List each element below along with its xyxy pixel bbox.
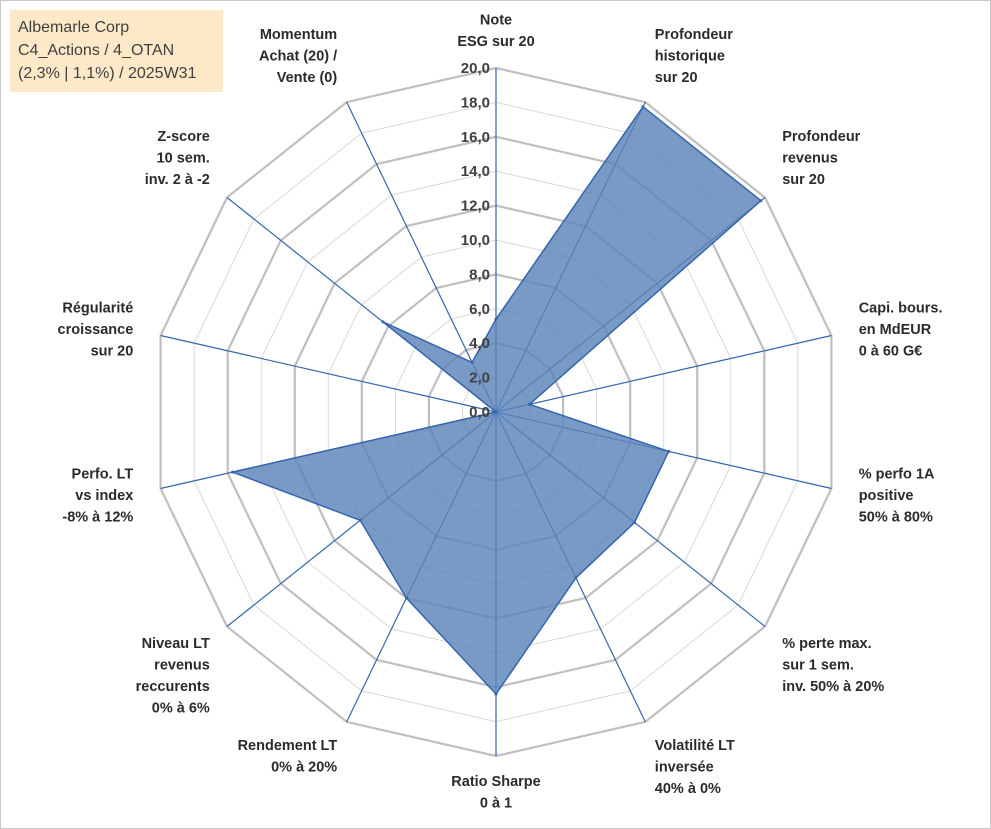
title-stats: (2,3% | 1,1%) / 2025W31 xyxy=(18,65,197,82)
title-company: Albemarle Corp xyxy=(18,19,130,36)
tick-label: 4,0 xyxy=(469,335,490,352)
series-point xyxy=(231,470,235,474)
radar-axis-labels: Note ESG sur 20 Profondeur historique sur 20… xyxy=(58,13,943,812)
series-point xyxy=(528,402,531,406)
tick-label: 18,0 xyxy=(461,94,490,111)
axis-label-line: vs index xyxy=(75,488,133,504)
axis-label-line: 0 à 1 xyxy=(480,796,512,812)
axis-label-line: inversée xyxy=(655,759,714,775)
axis-label-line: en MdEUR xyxy=(859,322,932,338)
axis-label-line: historique xyxy=(655,49,725,65)
axis-label: Note ESG sur 20 xyxy=(457,13,534,51)
series-point xyxy=(494,317,498,321)
axis-label: Capi. bours. en MdEUR 0 à 60 G€ xyxy=(859,301,943,360)
axis-label-line: positive xyxy=(859,488,914,504)
axis-label-line: Note xyxy=(480,13,512,29)
axis-label: Volatilité LT inversée 40% à 0% xyxy=(655,738,735,797)
axis-label-line: sur 1 sem. xyxy=(782,658,854,674)
radar-series xyxy=(230,105,763,696)
axis-label: Perfo. LT vs index -8% à 12% xyxy=(62,466,133,525)
axis-label: Régularité croissance sur 20 xyxy=(58,301,134,360)
axis-label-line: sur 20 xyxy=(91,344,134,360)
chart-title-box: Albemarle Corp C4_Actions / 4_OTAN (2,3%… xyxy=(10,10,223,92)
axis-spoke xyxy=(346,101,497,413)
tick-label: 2,0 xyxy=(469,370,490,387)
axis-label-line: % perfo 1A xyxy=(859,466,935,482)
axis-spoke xyxy=(160,334,497,413)
axis-label: Profondeur historique sur 20 xyxy=(655,27,733,86)
axis-label: Z-score 10 sem. inv. 2 à -2 xyxy=(145,129,210,188)
axis-label: Niveau LT revenus reccurents 0% à 6% xyxy=(136,636,210,717)
axis-label-line: Régularité xyxy=(62,301,133,317)
series-point xyxy=(641,105,645,109)
series-point xyxy=(667,449,671,453)
series-point xyxy=(404,596,408,600)
axis-label-line: 0% à 20% xyxy=(271,759,337,775)
title-category: C4_Actions / 4_OTAN xyxy=(18,42,175,59)
axis-label-line: sur 20 xyxy=(655,70,698,86)
tick-label: 20,0 xyxy=(461,60,490,77)
axis-label: Momentum Achat (20) / Vente (0) xyxy=(259,27,337,86)
series-point xyxy=(633,521,636,524)
series-point xyxy=(759,199,763,203)
axis-label-line: 10 sem. xyxy=(157,150,210,166)
series-point xyxy=(381,320,385,324)
tick-label: 8,0 xyxy=(469,266,490,283)
series-point xyxy=(470,360,474,364)
axis-label-line: Rendement LT xyxy=(238,738,338,754)
radar-tick-labels: 0,0 2,0 4,0 6,0 8,0 10,0 12,0 14,0 16,0 18,0 20,0 xyxy=(461,60,490,421)
axis-label-line: Profondeur xyxy=(782,129,860,145)
axis-label-line: % perte max. xyxy=(782,636,871,652)
axis-label-line: 0 à 60 G€ xyxy=(859,344,923,360)
tick-label: 6,0 xyxy=(469,301,490,318)
axis-label-line: Volatilité LT xyxy=(655,738,735,754)
axis-label-line: Ratio Sharpe xyxy=(451,774,540,790)
axis-label-line: Profondeur xyxy=(655,27,733,43)
axis-label: % perfo 1A positive 50% à 80% xyxy=(859,466,935,525)
tick-label: 16,0 xyxy=(461,129,490,146)
axis-label-line: reccurents xyxy=(136,679,210,695)
tick-label: 0,0 xyxy=(469,404,490,421)
series-point xyxy=(358,518,362,522)
axis-label-line: Vente (0) xyxy=(277,70,338,86)
axis-label-line: ESG sur 20 xyxy=(457,34,534,50)
axis-label-line: revenus xyxy=(782,150,838,166)
axis-label-line: revenus xyxy=(154,658,210,674)
axis-label-line: 40% à 0% xyxy=(655,781,721,797)
axis-label-line: Momentum xyxy=(260,27,337,43)
axis-label-line: Achat (20) / xyxy=(259,49,337,65)
tick-label: 10,0 xyxy=(461,232,490,249)
axis-label-line: Perfo. LT xyxy=(72,466,134,482)
axis-label: % perte max. sur 1 sem. inv. 50% à 20% xyxy=(782,636,884,695)
axis-label-line: croissance xyxy=(58,322,134,338)
series-point xyxy=(494,692,498,696)
axis-label: Rendement LT 0% à 20% xyxy=(238,738,338,776)
axis-label-line: 50% à 80% xyxy=(859,509,933,525)
axis-label-line: sur 20 xyxy=(782,172,825,188)
series-point xyxy=(494,410,498,414)
axis-label: Ratio Sharpe 0 à 1 xyxy=(451,774,540,812)
axis-label-line: Z-score xyxy=(157,129,209,145)
tick-label: 14,0 xyxy=(461,163,490,180)
axis-label-line: inv. 2 à -2 xyxy=(145,172,210,188)
axis-label-line: -8% à 12% xyxy=(62,509,133,525)
axis-label-line: inv. 50% à 20% xyxy=(782,679,884,695)
axis-label-line: Capi. bours. xyxy=(859,301,943,317)
axis-label-line: 0% à 6% xyxy=(152,701,210,717)
axis-spoke xyxy=(495,334,832,413)
axis-label-line: Niveau LT xyxy=(142,636,210,652)
series-point xyxy=(574,576,578,580)
axis-label: Profondeur revenus sur 20 xyxy=(782,129,860,188)
tick-label: 12,0 xyxy=(461,198,490,215)
